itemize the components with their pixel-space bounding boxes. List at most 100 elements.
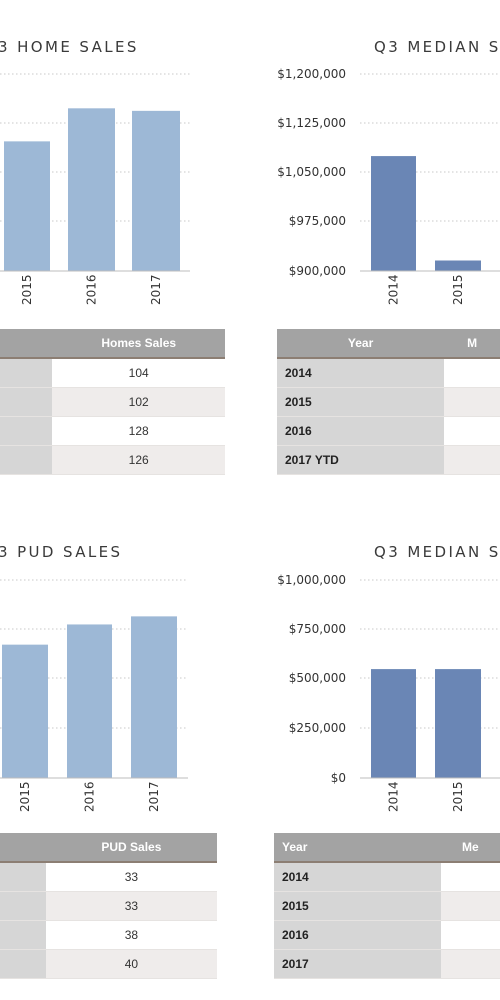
bar-2017 <box>131 616 177 778</box>
year-cell: 2014 <box>274 862 441 892</box>
y-tick-label: $975,000 <box>289 214 346 228</box>
value-cell: 128 <box>52 416 225 446</box>
table-row: 38 <box>0 920 217 950</box>
home-sales-table: Homes Sales 104 102 128 126 <box>0 329 225 475</box>
x-tick-label: 2015 <box>451 781 465 812</box>
x-tick-label: 2016 <box>83 781 97 812</box>
x-tick-label: 2015 <box>451 274 465 305</box>
year-cell: 2015 <box>274 891 441 921</box>
chart-title-median-top: Q3 MEDIAN S <box>374 38 500 56</box>
bar-2017 <box>132 110 180 271</box>
pud-sales-table: PUD Sales 33 33 38 40 <box>0 833 217 979</box>
table-header-row: Homes Sales <box>0 329 225 359</box>
value-cell: 126 <box>52 445 225 475</box>
y-tick-label: $0 <box>331 771 346 785</box>
year-cell <box>0 949 46 979</box>
year-cell: 2016 <box>274 920 441 950</box>
table-row: 128 <box>0 416 225 446</box>
year-cell <box>0 445 53 475</box>
value-cell <box>444 358 500 388</box>
value-cell <box>444 445 500 475</box>
table-row: 2016 <box>277 416 500 446</box>
year-cell <box>0 862 46 892</box>
y-tick-label: $1,000,000 <box>277 573 346 587</box>
table-header-row: Year M <box>277 329 500 359</box>
table-row: 126 <box>0 445 225 475</box>
x-tick-label: 2015 <box>20 274 34 305</box>
x-tick-label: 2016 <box>85 274 99 305</box>
year-cell <box>0 416 53 446</box>
table-row: 2014 <box>277 358 500 388</box>
y-tick-label: $1,050,000 <box>277 165 346 179</box>
value-cell <box>440 920 500 950</box>
value-cell: 38 <box>45 920 217 950</box>
year-cell <box>0 920 46 950</box>
y-tick-label: $1,125,000 <box>277 116 346 130</box>
year-cell: 2017 YTD <box>277 445 445 475</box>
table-row: 2015 <box>274 891 500 921</box>
table-header-cell: Year <box>274 833 441 863</box>
value-cell <box>440 891 500 921</box>
median-bottom-table: Year Me 2014 2015 2016 2017 <box>274 833 500 979</box>
year-cell <box>0 358 53 388</box>
table-header-row: Year Me <box>274 833 500 863</box>
year-cell: 2014 <box>277 358 445 388</box>
y-tick-label: $1,200,000 <box>277 67 346 81</box>
table-row: 40 <box>0 949 217 979</box>
chart-title-median-bottom: Q3 MEDIAN S <box>374 543 500 561</box>
table-row: 2017 <box>274 949 500 979</box>
value-cell: 33 <box>45 862 217 892</box>
bar-2014 <box>371 156 416 271</box>
table-header-cell: Year <box>277 329 445 359</box>
table-header-cell <box>0 833 46 863</box>
x-tick-label: 2017 <box>147 781 161 812</box>
bar-2015 <box>2 644 48 778</box>
table-row: 2014 <box>274 862 500 892</box>
table-header-cell: M <box>444 329 500 359</box>
x-tick-label: 2017 <box>149 274 163 305</box>
x-tick-label: 2015 <box>18 781 32 812</box>
table-row: 104 <box>0 358 225 388</box>
table-header-cell: Me <box>440 833 500 863</box>
value-cell <box>440 949 500 979</box>
bar-2015 <box>4 141 50 271</box>
x-tick-label: 2014 <box>387 781 401 812</box>
table-row: 102 <box>0 387 225 417</box>
value-cell <box>444 416 500 446</box>
table-header-cell: PUD Sales <box>45 833 217 863</box>
table-row: 33 <box>0 862 217 892</box>
bar-2014 <box>371 669 416 778</box>
year-cell: 2016 <box>277 416 445 446</box>
value-cell: 40 <box>45 949 217 979</box>
table-header-cell <box>0 329 53 359</box>
y-tick-label: $250,000 <box>289 721 346 735</box>
year-cell <box>0 891 46 921</box>
year-cell <box>0 387 53 417</box>
table-row: 2015 <box>277 387 500 417</box>
table-row: 33 <box>0 891 217 921</box>
year-cell: 2017 <box>274 949 441 979</box>
value-cell: 102 <box>52 387 225 417</box>
table-row: 2017 YTD <box>277 445 500 475</box>
x-tick-label: 2014 <box>387 274 401 305</box>
chart-title-pud-sales: 3 PUD SALES <box>0 543 123 561</box>
value-cell: 33 <box>45 891 217 921</box>
chart-title-home-sales: 3 HOME SALES <box>0 38 139 56</box>
y-tick-label: $900,000 <box>289 264 346 278</box>
value-cell <box>444 387 500 417</box>
y-tick-label: $750,000 <box>289 622 346 636</box>
median-top-table: Year M 2014 2015 2016 2017 YTD <box>277 329 500 475</box>
bar-2016 <box>67 624 112 778</box>
table-header-cell: Homes Sales <box>52 329 225 359</box>
bar-2015 <box>435 669 481 778</box>
year-cell: 2015 <box>277 387 445 417</box>
value-cell <box>440 862 500 892</box>
value-cell: 104 <box>52 358 225 388</box>
bar-2016 <box>68 108 115 271</box>
table-header-row: PUD Sales <box>0 833 217 863</box>
y-tick-label: $500,000 <box>289 671 346 685</box>
